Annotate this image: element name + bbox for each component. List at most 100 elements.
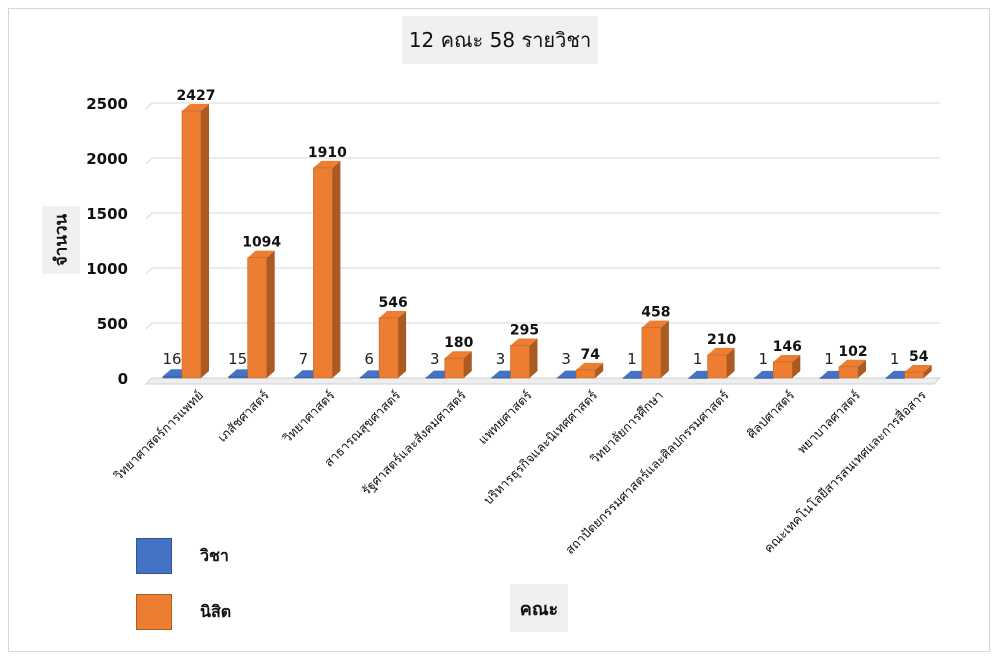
gridline-depth [145, 102, 153, 110]
bar-courses [162, 375, 183, 379]
chart-floor [144, 377, 942, 385]
bar-students [378, 317, 399, 379]
data-label-students: 54 [909, 349, 929, 365]
data-label-students: 295 [510, 323, 539, 339]
bar-students [181, 110, 202, 379]
chart-title-box: 12 คณะ 58 รายวิชา [402, 16, 598, 64]
y-tick-label: 2500 [86, 95, 128, 113]
bar-students-top [904, 365, 932, 373]
data-label-courses: 3 [561, 350, 571, 368]
bar-students-top [444, 351, 472, 359]
bar-students-side [266, 250, 275, 378]
bar-students-top [576, 362, 604, 370]
x-tick-label: วิทยาศาสตร์การแพทย์ [111, 388, 207, 484]
legend-swatch-courses [136, 538, 172, 574]
bar-courses [688, 377, 708, 379]
bar-students [641, 327, 662, 379]
bar-students-top [641, 320, 669, 328]
bar-students-top [313, 160, 341, 168]
y-tick-label: 1000 [86, 260, 128, 278]
bar-students-top [247, 250, 275, 258]
legend-label-students: นิสิต [200, 601, 232, 621]
data-label-students: 1910 [308, 145, 347, 161]
bar-students-side [529, 338, 538, 378]
data-label-students: 458 [641, 305, 670, 321]
legend-item-courses: วิชา [136, 538, 229, 574]
x-tick-label: พยาบาลศาสตร์ [794, 387, 863, 456]
bar-students-top [839, 359, 866, 367]
y-axis-label-box [42, 206, 80, 274]
bar-students-side [660, 320, 669, 378]
bar-students-side [858, 359, 866, 378]
data-label-courses: 3 [496, 350, 506, 368]
bar-students [838, 366, 859, 379]
data-label-students: 2427 [177, 88, 216, 104]
bar-students [444, 357, 465, 379]
bar-students-side [595, 362, 604, 378]
bar-students-side [792, 354, 801, 378]
y-tick-label: 2000 [86, 150, 128, 168]
data-label-students: 146 [773, 339, 802, 355]
data-label-courses: 7 [299, 350, 309, 368]
x-tick-label: ศิลปศาสตร์ [744, 387, 798, 441]
bar-students-top [773, 354, 801, 362]
bar-students-side [201, 104, 209, 378]
data-label-courses: 1 [759, 350, 769, 368]
bar-students [313, 167, 333, 379]
bar-courses [885, 377, 906, 379]
data-label-courses: 1 [627, 350, 637, 368]
bar-students [575, 369, 596, 379]
x-tick-label: เภสัชศาสตร์ [215, 387, 273, 445]
bar-students-side [398, 310, 407, 378]
gridline-depth [145, 322, 153, 330]
bar-courses [753, 377, 774, 379]
bar-students [707, 354, 727, 379]
data-label-courses: 1 [693, 350, 703, 368]
bar-students [772, 361, 793, 379]
bar-students [904, 371, 925, 379]
chart-title: 12 คณะ 58 รายวิชา [408, 28, 592, 52]
gridline-depth [145, 267, 153, 275]
bar-students-top [182, 104, 209, 112]
data-label-courses: 15 [228, 350, 247, 368]
data-label-courses: 1 [824, 350, 834, 368]
bar-students-top [510, 338, 538, 346]
y-tick-label: 500 [97, 315, 128, 333]
bar-courses [425, 377, 446, 379]
y-tick-label: 1500 [86, 205, 128, 223]
bar-courses [359, 377, 380, 379]
data-label-courses: 1 [890, 350, 900, 368]
bar-students [510, 345, 530, 379]
bar-students-top [707, 347, 735, 355]
legend-label-courses: วิชา [200, 545, 229, 565]
bar-courses [491, 377, 511, 379]
bar-courses [622, 377, 643, 379]
data-label-students: 180 [444, 335, 473, 351]
data-label-students: 74 [580, 347, 600, 363]
x-tick-label: แพทยศาสตร์ [475, 387, 535, 447]
bar-students-side [463, 351, 472, 378]
x-tick-label: วิทยาศาสตร์ [280, 387, 338, 445]
x-tick-label: บริหารธุรกิจและนิเทศศาสตร์ [480, 387, 601, 508]
bar-courses [228, 376, 248, 379]
y-axis-label: จำนวน [51, 213, 72, 267]
bar-courses [556, 377, 577, 379]
bar-students-side [726, 347, 735, 378]
bar-courses [294, 376, 314, 379]
gridline-depth [145, 157, 153, 165]
x-axis-label: คณะ [519, 598, 559, 620]
bar-students-top [379, 310, 407, 318]
bar-students-side [332, 160, 341, 378]
bar-courses [819, 377, 840, 379]
data-label-courses: 16 [162, 350, 181, 368]
data-label-courses: 6 [364, 350, 374, 368]
y-tick-label: 0 [118, 370, 128, 388]
bar-students [247, 257, 267, 379]
legend-swatch-students [136, 594, 172, 630]
data-label-students: 1094 [242, 235, 281, 251]
data-label-students: 210 [707, 332, 736, 348]
legend-item-students: นิสิต [136, 594, 231, 630]
data-label-students: 546 [378, 295, 407, 311]
data-label-students: 102 [838, 344, 867, 360]
